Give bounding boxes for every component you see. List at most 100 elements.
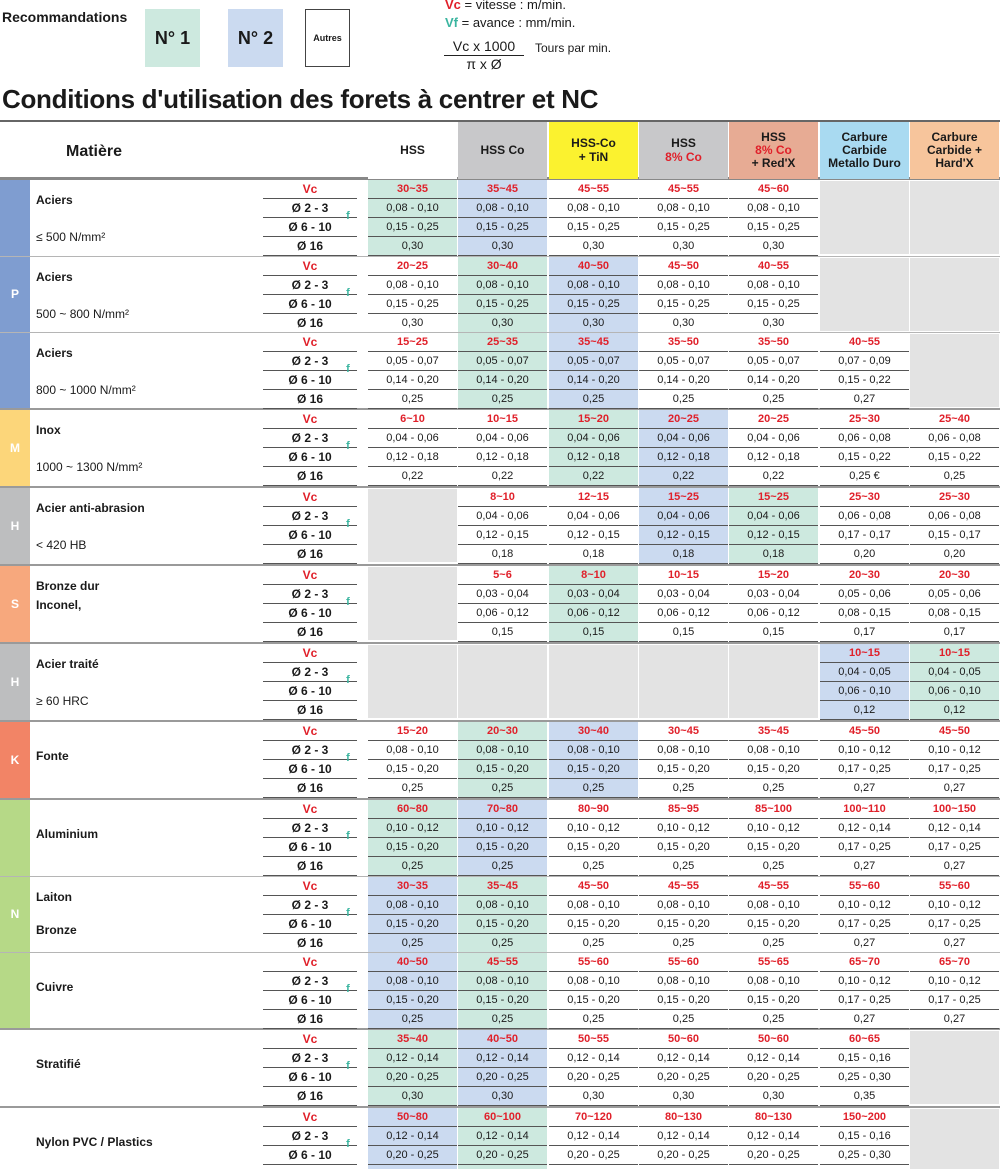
vc-value-cell: 45~55 bbox=[729, 877, 818, 896]
feed-value-cell: 0,04 - 0,06 bbox=[368, 429, 457, 448]
feed-value-cell: 0,05 - 0,07 bbox=[458, 352, 547, 371]
feed-value-cell: 0,20 - 0,25 bbox=[549, 1068, 638, 1087]
feed-value-cell: 0,04 - 0,06 bbox=[729, 429, 818, 448]
formula-numerator: Vc x 1000 bbox=[444, 38, 524, 56]
diameter-row-label: Ø 6 - 10 bbox=[263, 1068, 357, 1087]
column-header-hss-8-co-red-x: HSS 8% Co + Red'X bbox=[729, 122, 818, 179]
feed-value-cell: 0,30 bbox=[729, 314, 818, 333]
vc-value-cell: 20~30 bbox=[910, 566, 999, 585]
feed-value-cell: 0,04 - 0,06 bbox=[639, 429, 728, 448]
feed-value-cell: 0,12 - 0,14 bbox=[458, 1127, 547, 1146]
feed-value-cell: 0,08 - 0,10 bbox=[639, 199, 728, 218]
feed-value-cell: 0,12 - 0,18 bbox=[729, 448, 818, 467]
vc-value-cell: 30~45 bbox=[639, 722, 728, 741]
feed-value-cell: 0,20 - 0,25 bbox=[368, 1068, 457, 1087]
feed-value-cell: 0,08 - 0,10 bbox=[549, 741, 638, 760]
feed-value-cell: 0,12 - 0,14 bbox=[549, 1127, 638, 1146]
diameter-row-label: Ø 6 - 10 bbox=[263, 218, 357, 237]
vc-value-cell: 25~30 bbox=[820, 410, 909, 429]
vc-value-cell: 5~6 bbox=[458, 566, 547, 585]
feed-value-cell: 0,06 - 0,12 bbox=[729, 604, 818, 623]
feed-value-cell: 0,20 bbox=[910, 545, 999, 564]
feed-value-cell: 0,25 bbox=[368, 779, 457, 798]
feed-value-cell: 0,17 bbox=[910, 623, 999, 642]
feed-value-cell: 0,15 - 0,20 bbox=[458, 991, 547, 1010]
column-header-line: 8% Co bbox=[755, 142, 792, 157]
feed-value-cell: 0,14 - 0,20 bbox=[368, 371, 457, 390]
feed-value-cell: 0,12 - 0,15 bbox=[458, 526, 547, 545]
feed-value-cell: 0,10 - 0,12 bbox=[820, 741, 909, 760]
feed-value-cell: 0,18 bbox=[729, 545, 818, 564]
feed-value-cell: 0,15 - 0,20 bbox=[639, 838, 728, 857]
feed-value-cell: 0,10 - 0,12 bbox=[820, 896, 909, 915]
feed-value-cell: 0,20 - 0,25 bbox=[729, 1146, 818, 1165]
vc-value-cell: 12~15 bbox=[549, 488, 638, 507]
diameter-row-label: Ø 16 bbox=[263, 623, 357, 642]
vc-value-cell: 35~40 bbox=[368, 1030, 457, 1049]
material-detail: Bronze bbox=[36, 923, 77, 937]
feed-value-cell: 0,05 - 0,06 bbox=[910, 585, 999, 604]
feed-value-cell: 0,15 - 0,20 bbox=[639, 915, 728, 934]
feed-value-cell: 0,30 bbox=[368, 1165, 457, 1169]
vc-value-cell: 85~95 bbox=[639, 800, 728, 819]
feed-value-cell: 0,30 bbox=[458, 314, 547, 333]
feed-value-cell: 0,12 - 0,14 bbox=[639, 1049, 728, 1068]
vc-row-label: Vc bbox=[263, 257, 357, 276]
diameter-row-label: Ø 2 - 3 bbox=[263, 429, 357, 448]
column-header-line: Carbure bbox=[931, 129, 978, 144]
feed-value-cell: 0,06 - 0,12 bbox=[549, 604, 638, 623]
feed-value-cell: 0,04 - 0,05 bbox=[820, 663, 909, 682]
feed-value-cell: 0,08 - 0,10 bbox=[729, 896, 818, 915]
vc-value-cell: 100~150 bbox=[910, 800, 999, 819]
feed-value-cell: 0,05 - 0,07 bbox=[549, 352, 638, 371]
vc-value-cell: 45~50 bbox=[910, 722, 999, 741]
vc-value-cell: 15~25 bbox=[729, 488, 818, 507]
feed-value-cell: 0,12 - 0,14 bbox=[458, 1049, 547, 1068]
feed-value-cell: 0,30 bbox=[458, 1087, 547, 1106]
material-detail: < 420 HB bbox=[36, 538, 87, 552]
feed-value-cell: 0,27 bbox=[910, 934, 999, 953]
iso-group-band: H bbox=[0, 644, 30, 720]
page-header: Recommandations N° 1 N° 2 Autres Vc = vi… bbox=[0, 0, 1000, 118]
vc-value-cell: 60~80 bbox=[368, 800, 457, 819]
feed-value-cell: 0,15 - 0,20 bbox=[729, 760, 818, 779]
feed-label: f bbox=[346, 287, 350, 299]
material-name: Laiton bbox=[36, 890, 72, 904]
diameter-row-label: Ø 2 - 3 bbox=[263, 896, 357, 915]
feed-value-cell: 0,17 - 0,25 bbox=[820, 915, 909, 934]
feed-value-cell: 0,03 - 0,04 bbox=[639, 585, 728, 604]
diameter-row-label: Ø 6 - 10 bbox=[263, 838, 357, 857]
feed-value-cell: 0,12 - 0,14 bbox=[820, 819, 909, 838]
rpm-formula: Vc x 1000 π x Ø bbox=[444, 38, 524, 72]
feed-value-cell: 0,10 - 0,12 bbox=[368, 819, 457, 838]
feed-value-cell: 0,35 bbox=[820, 1087, 909, 1106]
feed-value-cell: 0,05 - 0,07 bbox=[729, 352, 818, 371]
feed-value-cell: 0,08 - 0,10 bbox=[458, 199, 547, 218]
feed-value-cell: 0,25 bbox=[549, 390, 638, 409]
vc-value-cell: 50~60 bbox=[729, 1030, 818, 1049]
feed-value-cell: 0,06 - 0,12 bbox=[639, 604, 728, 623]
feed-value-cell: 0,15 bbox=[639, 623, 728, 642]
feed-value-cell: 0,08 - 0,15 bbox=[820, 604, 909, 623]
feed-value-cell: 0,15 - 0,22 bbox=[820, 448, 909, 467]
vc-value-cell: 15~20 bbox=[549, 410, 638, 429]
vc-row-label: Vc bbox=[263, 644, 357, 663]
feed-value-cell: 0,06 - 0,10 bbox=[820, 682, 909, 701]
feed-value-cell: 0,30 bbox=[368, 314, 457, 333]
feed-value-cell: 0,04 - 0,06 bbox=[549, 507, 638, 526]
feed-value-cell: 0,15 - 0,25 bbox=[729, 295, 818, 314]
column-header-line: Metallo Duro bbox=[828, 156, 901, 171]
diameter-row-label: Ø 16 bbox=[263, 857, 357, 876]
vc-value-cell: 45~60 bbox=[729, 180, 818, 199]
feed-value-cell: 0,08 - 0,10 bbox=[549, 972, 638, 991]
feed-value-cell: 0,17 bbox=[820, 623, 909, 642]
column-header-hss-8-co: HSS 8% Co bbox=[639, 122, 728, 179]
feed-value-cell: 0,15 - 0,25 bbox=[458, 218, 547, 237]
vc-value-cell: 30~40 bbox=[458, 257, 547, 276]
